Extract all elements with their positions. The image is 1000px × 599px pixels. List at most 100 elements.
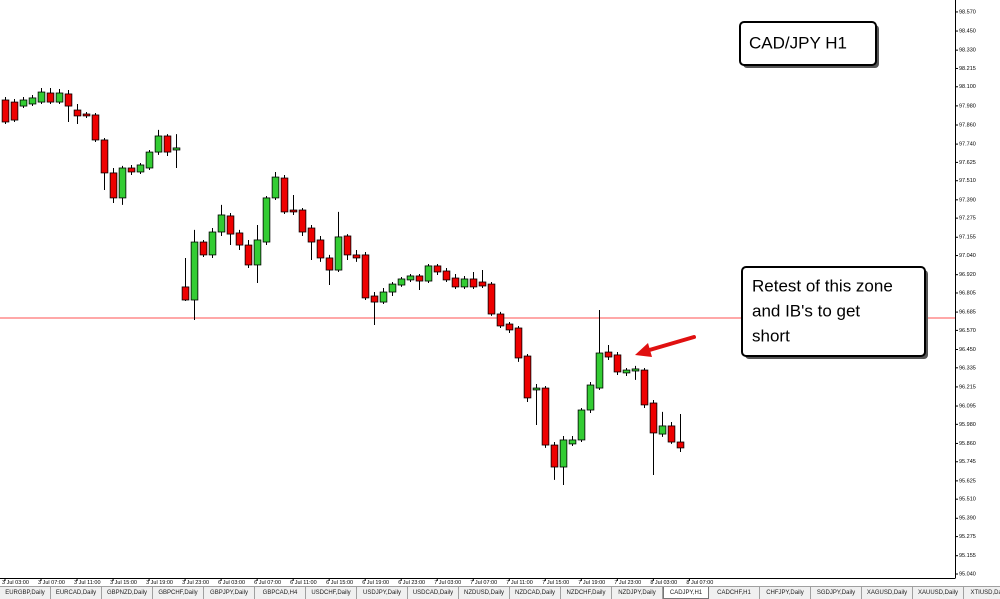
candle-body [343,235,352,256]
chart-tab[interactable]: NZDCHF,Daily [561,587,612,599]
candle-body [388,283,397,293]
candle-body [199,241,208,256]
chart-tab[interactable]: XTIUSD,Daily [964,587,1000,599]
candle-body [586,384,595,411]
chart-tab[interactable]: XAUUSD,Daily [913,587,964,599]
chart-tab[interactable]: GBPCAD,H4 [255,587,306,599]
candle-body [37,91,46,103]
y-tick-label: 95.390 [959,516,976,522]
candle-body [676,441,685,449]
candle-body [262,197,271,243]
candle-body [478,281,487,287]
candle-body [208,231,217,256]
candle-body [19,99,28,107]
candle-body [424,265,433,282]
candle-body [613,354,622,373]
chart-tab[interactable]: EURGBP,Daily [0,587,51,599]
candle-body [55,92,64,103]
candle-body [595,352,604,389]
candle-body [604,351,613,358]
candle-body [433,265,442,273]
y-tick-label: 96.685 [959,310,976,316]
y-tick-label: 95.860 [959,441,976,447]
y-tick-label: 95.625 [959,478,976,484]
annotation-line: short [752,326,790,345]
candle-body [559,439,568,468]
candle-body [91,114,100,141]
x-tick-label: 8 Jul 03:00 [650,580,677,586]
x-tick-label: 3 Jul 23:00 [182,580,209,586]
chart-tab[interactable]: CADCHF,H1 [709,587,760,599]
candle-body [154,135,163,153]
y-tick-label: 97.390 [959,197,976,203]
y-tick-label: 98.450 [959,29,976,35]
chart-tab[interactable]: NZDUSD,Daily [459,587,510,599]
y-tick-label: 95.510 [959,497,976,503]
y-tick-label: 95.155 [959,553,976,559]
candle-body [82,113,91,117]
chart-tab[interactable]: USDCAD,Daily [408,587,459,599]
candle-body [1,99,10,123]
chart-tab[interactable]: GBPJPY,Daily [204,587,255,599]
candle-body [280,177,289,213]
candle-body [334,236,343,271]
y-tick-label: 97.980 [959,103,976,109]
candle-body [64,93,73,107]
chart-tab[interactable]: CADJPY,H1 [663,587,709,599]
y-tick-label: 95.745 [959,459,976,465]
x-tick-label: 3 Jul 03:00 [2,580,29,586]
chart-tab[interactable]: EURCAD,Daily [51,587,102,599]
candle-body [577,409,586,441]
candle-body [649,402,658,434]
candle-body [451,277,460,288]
candle-body [550,444,559,468]
x-tick-label: 6 Jul 03:00 [218,580,245,586]
candle-body [172,147,181,151]
candle-body [325,257,334,271]
x-tick-label: 6 Jul 23:00 [398,580,425,586]
candle-body [217,214,226,233]
y-tick-label: 96.215 [959,384,976,390]
candle-body [667,425,676,443]
y-tick-label: 95.040 [959,571,976,577]
chart-tab[interactable]: GBPNZD,Daily [102,587,153,599]
candle-body [244,244,253,266]
x-tick-label: 6 Jul 19:00 [362,580,389,586]
y-tick-label: 98.100 [959,84,976,90]
candle-body [289,209,298,213]
y-tick-label: 96.570 [959,328,976,334]
candle-body [541,387,550,446]
x-tick-label: 6 Jul 07:00 [254,580,281,586]
y-tick-label: 97.040 [959,253,976,259]
chart-tab[interactable]: CHFJPY,Daily [760,587,811,599]
candle-body [226,215,235,235]
chart-tab[interactable]: GBPCHF,Daily [153,587,204,599]
x-tick-label: 7 Jul 19:00 [578,580,605,586]
arrow-head [635,343,652,357]
candle-body [307,227,316,243]
candle-body [73,109,82,117]
candle-body [640,369,649,406]
x-tick-label: 7 Jul 23:00 [614,580,641,586]
x-tick-label: 7 Jul 07:00 [470,580,497,586]
candle-body [514,327,523,359]
y-tick-label: 96.450 [959,347,976,353]
chart-tab[interactable]: USDCHF,Daily [306,587,357,599]
chart-tab[interactable]: USDJPY,Daily [357,587,408,599]
chart-tab[interactable]: SGDJPY,Daily [811,587,862,599]
candle-body [127,167,136,173]
candle-body [316,239,325,259]
y-tick-label: 97.740 [959,142,976,148]
candle-body [46,92,55,103]
title-box [739,21,877,66]
candle-body [496,313,505,327]
y-tick-label: 97.275 [959,216,976,222]
candle-body [631,368,640,372]
chart-tab[interactable]: NZDCAD,Daily [510,587,561,599]
chart-tab[interactable]: NZDJPY,Daily [612,587,663,599]
candle-body [658,425,667,435]
candle-body [505,323,514,331]
x-tick-label: 3 Jul 19:00 [146,580,173,586]
chart-tab[interactable]: XAGUSD,Daily [862,587,913,599]
